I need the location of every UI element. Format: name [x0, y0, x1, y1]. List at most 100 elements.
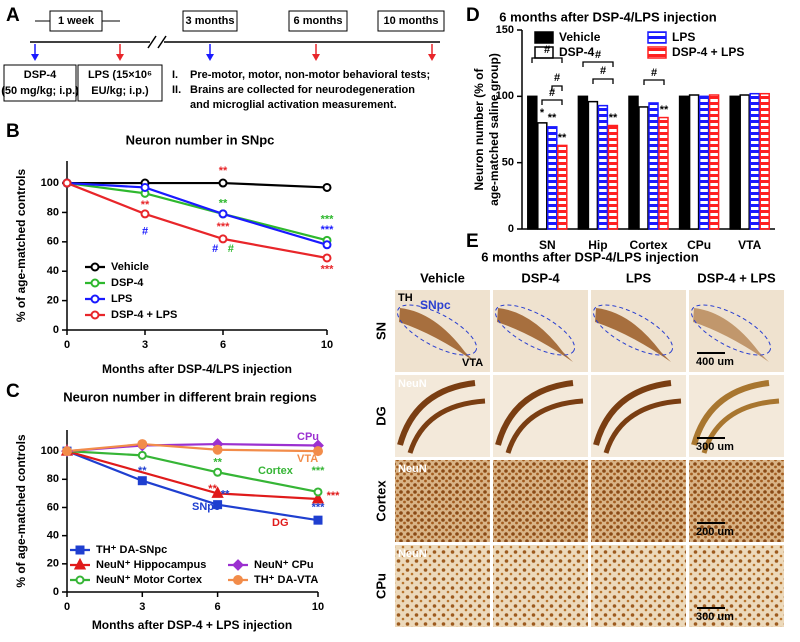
micrograph — [591, 545, 686, 627]
significance-mark: * — [540, 107, 545, 119]
stained-region — [497, 308, 573, 362]
x-tick-label: 6 — [215, 601, 221, 613]
series-line — [66, 442, 319, 453]
significance-mark: ** — [138, 465, 147, 477]
micrograph — [395, 545, 490, 627]
marker — [313, 446, 323, 457]
region-outline — [396, 304, 478, 356]
note-number: II. — [172, 84, 181, 96]
arrow-head — [116, 54, 124, 61]
bracket — [592, 78, 614, 84]
marker — [218, 234, 228, 244]
bracket — [643, 79, 665, 85]
legend-swatch — [647, 31, 667, 44]
marker — [90, 262, 100, 272]
bar — [628, 95, 639, 230]
marker — [311, 491, 325, 504]
region-label: VTA — [462, 357, 483, 369]
x-tick-label: 3 — [139, 601, 145, 613]
panel-label: C — [6, 381, 20, 402]
bracket — [582, 61, 614, 67]
significance-mark: # — [549, 87, 555, 99]
marker — [62, 178, 72, 188]
arrow-head — [312, 54, 320, 61]
break-mark — [157, 35, 167, 49]
box — [377, 10, 445, 32]
scale-bar-label: 300 um — [696, 441, 734, 453]
region-label: CPu — [297, 431, 319, 443]
legend-label: NeuN⁺ CPu — [254, 559, 314, 571]
stain-label: TH — [398, 292, 413, 304]
micrograph — [395, 460, 490, 542]
panel-label: B — [6, 121, 20, 142]
series-line — [67, 181, 328, 189]
y-axis-label: age-matched saline group) — [487, 53, 501, 206]
y-tick-label: 0 — [508, 223, 514, 235]
marker — [212, 444, 223, 455]
marker — [137, 439, 148, 450]
legend-label: TH⁺ DA-VTA — [254, 574, 318, 586]
break-mark — [147, 35, 157, 49]
row-label: DG — [373, 406, 388, 426]
legend-label: DSP-4 + LPS — [111, 309, 177, 321]
bar — [749, 92, 760, 230]
arrow-head — [206, 54, 214, 61]
bar — [577, 95, 589, 230]
panel-title: 6 months after DSP-4/LPS injection — [481, 249, 698, 264]
timepoint-label: 3 months — [186, 15, 235, 27]
region-label: DG — [272, 517, 289, 529]
column-label: DSP-4 — [521, 270, 560, 285]
chart-title: Neuron number in SNpc — [126, 132, 275, 147]
series-line — [66, 181, 328, 246]
significance-mark: ** — [660, 104, 669, 116]
significance-mark: ** — [213, 456, 222, 468]
scale-bar-label: 400 um — [696, 356, 734, 368]
bar — [597, 104, 609, 230]
marker — [137, 450, 147, 460]
micrograph — [493, 460, 588, 542]
bar — [557, 144, 568, 230]
y-tick-label: 0 — [53, 586, 59, 598]
stained-region — [595, 308, 671, 362]
arrow-head — [428, 54, 436, 61]
significance-mark: ** — [219, 198, 228, 210]
y-tick-label: 100 — [496, 90, 514, 102]
legend-label: Vehicle — [111, 261, 149, 273]
x-tick-label: 0 — [64, 339, 70, 351]
marker — [140, 182, 150, 192]
legend-label: NeuN⁺ Motor Cortex — [96, 574, 203, 586]
x-axis-label: Months after DSP-4/LPS injection — [102, 362, 292, 376]
dentate-gyrus — [505, 398, 584, 454]
dentate-gyrus — [495, 380, 574, 446]
box — [182, 10, 238, 32]
x-tick-label: 10 — [312, 601, 324, 613]
series-line — [66, 182, 328, 260]
marker — [73, 557, 87, 570]
bar — [527, 95, 538, 230]
marker — [313, 487, 323, 497]
marker — [62, 446, 72, 457]
x-tick-label: Cortex — [629, 238, 667, 252]
bar — [729, 95, 740, 230]
y-axis-label: % of age-matched controls — [14, 168, 28, 322]
significance-mark: *** — [217, 221, 231, 233]
marker — [213, 467, 223, 477]
significance-mark: # — [142, 225, 148, 237]
significance-mark: # — [212, 243, 218, 255]
box — [288, 10, 348, 32]
column-label: Vehicle — [420, 270, 465, 285]
marker — [218, 209, 228, 219]
dentate-gyrus — [701, 398, 780, 454]
legend-label: LPS — [672, 30, 695, 44]
y-tick-label: 40 — [47, 265, 59, 277]
y-tick-label: 20 — [47, 295, 59, 307]
significance-mark: *** — [312, 501, 326, 513]
significance-mark: # — [544, 44, 550, 56]
bar — [587, 100, 599, 230]
bracket — [551, 85, 563, 91]
marker — [322, 182, 332, 192]
y-tick-label: 50 — [502, 157, 514, 169]
significance-mark: # — [600, 65, 606, 77]
marker — [90, 278, 100, 288]
stained-region — [399, 308, 475, 362]
